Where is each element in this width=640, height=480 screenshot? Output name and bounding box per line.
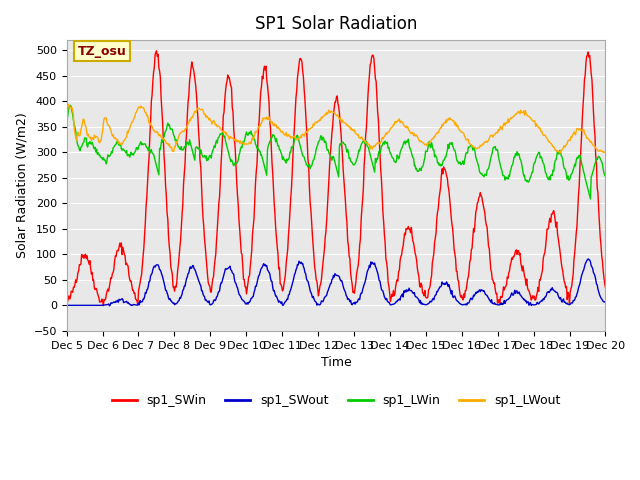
sp1_SWout [184,274,191,280]
sp1_LWin [587,196,595,202]
Line: sp1_SWout: sp1_SWout [67,259,605,306]
sp1_LWin [184,139,191,145]
Text: TZ_osu: TZ_osu [77,45,126,58]
sp1_LWout [212,122,220,128]
sp1_LWout [403,123,410,129]
sp1_SWin [184,99,192,105]
sp1_SWout [602,300,609,305]
sp1_LWin [602,174,609,180]
sp1_SWout [212,297,220,302]
sp1_LWin [212,140,220,146]
sp1_SWout [403,289,410,295]
sp1_SWin [403,226,411,232]
X-axis label: Time: Time [321,356,351,369]
sp1_LWout [184,123,191,129]
Line: sp1_LWout: sp1_LWout [67,105,605,153]
sp1_LWout [63,113,70,119]
sp1_LWin [129,151,136,156]
sp1_LWin [67,103,74,108]
sp1_LWout [129,119,136,125]
Line: sp1_LWin: sp1_LWin [67,106,605,199]
sp1_SWin [153,48,161,54]
sp1_SWin [63,298,70,304]
sp1_SWin [129,288,136,293]
sp1_SWout [63,302,70,308]
sp1_SWin [212,238,220,243]
Y-axis label: Solar Radiation (W/m2): Solar Radiation (W/m2) [15,113,28,258]
sp1_LWin [63,115,70,120]
sp1_SWout [418,300,426,306]
sp1_LWout [418,140,426,145]
sp1_SWout [129,302,136,308]
sp1_SWout [106,303,113,309]
sp1_LWout [602,149,609,155]
sp1_SWout [72,302,80,308]
sp1_LWout [64,102,72,108]
sp1_SWout [584,256,592,262]
sp1_LWout [557,150,564,156]
sp1_LWin [403,138,410,144]
sp1_SWin [100,303,108,309]
Title: SP1 Solar Radiation: SP1 Solar Radiation [255,15,417,33]
Line: sp1_SWin: sp1_SWin [67,51,605,306]
sp1_LWin [74,140,81,145]
sp1_LWin [418,164,426,170]
sp1_SWin [602,285,609,290]
sp1_SWin [72,279,80,285]
sp1_SWin [419,290,426,296]
Legend: sp1_SWin, sp1_SWout, sp1_LWin, sp1_LWout: sp1_SWin, sp1_SWout, sp1_LWin, sp1_LWout [106,389,566,412]
sp1_LWout [74,133,81,139]
